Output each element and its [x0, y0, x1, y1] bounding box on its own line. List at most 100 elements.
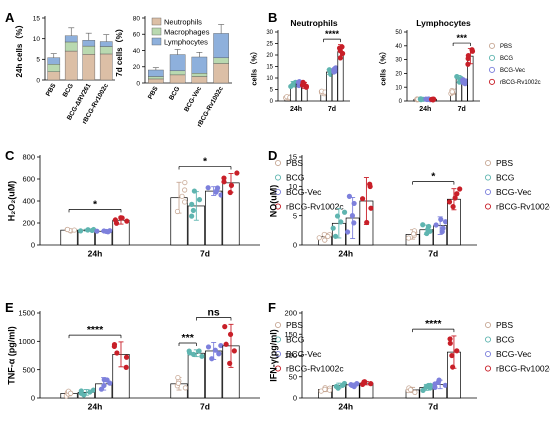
data-point: [344, 229, 351, 235]
data-point: [98, 386, 105, 392]
data-point: [182, 385, 189, 391]
legend-label: rBCG-Rv1002c: [286, 202, 344, 212]
y-tick-label: 0: [31, 241, 35, 250]
data-point: [78, 390, 84, 396]
stacked-bar-lymphocytes: [213, 33, 229, 59]
y-tick-label: 20: [395, 72, 402, 78]
legend-label: PBS: [286, 158, 303, 168]
significance-label: ****: [425, 318, 442, 330]
data-point: [299, 82, 306, 88]
legend-label: Neutrophils: [164, 18, 202, 27]
data-point: [454, 191, 460, 197]
stacked-bar-lymphocytes: [82, 40, 96, 47]
data-point: [334, 213, 341, 219]
stacked-bar-neutrophils: [82, 54, 96, 81]
legend-label: rBCG-Rv1002c: [496, 364, 550, 374]
data-point: [223, 341, 229, 347]
legend-label: BCG: [286, 335, 304, 345]
category-label: BCG-Vec: [183, 85, 203, 113]
y-tick-label: 10: [266, 76, 273, 82]
legend-marker: [488, 78, 496, 85]
legend-label: BCG-Vec: [496, 349, 532, 359]
stacked-bar-macrophages: [191, 73, 208, 77]
data-point: [227, 360, 233, 366]
category-label: 7d: [428, 249, 438, 259]
stacked-bar-lymphocytes: [191, 56, 208, 74]
data-point: [107, 228, 113, 234]
data-point: [440, 225, 446, 231]
stacked-bar-lymphocytes: [99, 41, 113, 47]
data-point: [427, 382, 434, 389]
y-tick-label: 30: [266, 30, 273, 36]
data-point: [417, 96, 423, 102]
panel-letter-d: D: [268, 148, 277, 163]
data-point: [433, 222, 439, 228]
stacked-bar-lymphocytes: [64, 35, 78, 43]
data-point: [454, 73, 460, 80]
bar-bcg-vec: [331, 69, 338, 102]
y-axis-label: H₂O₂(uM): [7, 181, 17, 222]
data-point: [187, 350, 193, 356]
data-point: [87, 389, 93, 395]
data-point: [438, 216, 444, 223]
legend-label: BCG-Vec: [496, 187, 532, 197]
data-point: [447, 336, 453, 342]
y-tick-label: 15: [266, 65, 273, 71]
data-point: [333, 383, 339, 390]
y-tick-label: 10: [395, 85, 402, 91]
y-tick-label: 200: [22, 219, 35, 228]
data-point: [406, 235, 412, 241]
stacked-bar-macrophages: [47, 64, 61, 72]
legend-swatch: [151, 37, 162, 46]
stacked-bar-lymphocytes: [169, 54, 186, 72]
panel-letter-a: A: [5, 10, 15, 25]
data-point: [227, 331, 234, 337]
panel-title: Lymphocytes: [416, 18, 471, 28]
data-point: [331, 67, 337, 73]
data-point: [368, 205, 374, 211]
data-point: [118, 215, 124, 221]
data-point: [454, 348, 460, 354]
data-point: [196, 197, 203, 203]
legend-marker: [274, 350, 282, 358]
data-point: [351, 220, 357, 226]
data-point: [227, 189, 233, 196]
y-tick-label: 50: [289, 372, 297, 381]
data-point: [354, 381, 360, 387]
legend-marker: [484, 159, 492, 167]
data-point: [449, 89, 455, 95]
y-tick-label: 5: [270, 88, 274, 94]
legend-marker: [484, 188, 492, 196]
y-axis-label: 24h cells（%）: [14, 21, 24, 78]
data-point: [338, 219, 344, 225]
y-tick-label: 0: [270, 99, 274, 105]
data-point: [447, 340, 453, 346]
legend-marker: [484, 350, 492, 358]
data-point: [337, 48, 343, 54]
category-label: PBS: [45, 82, 58, 98]
data-point: [209, 356, 215, 362]
y-tick-label: 1500: [18, 309, 35, 318]
stacked-bar-neutrophils: [148, 78, 164, 84]
data-point: [327, 387, 333, 393]
y-tick-label: 400: [22, 197, 35, 206]
y-tick-label: 10: [33, 36, 41, 43]
data-point: [457, 186, 463, 192]
data-point: [112, 217, 118, 223]
data-point: [423, 384, 429, 390]
data-point: [196, 348, 202, 354]
data-point: [64, 226, 71, 233]
data-point: [174, 208, 181, 215]
data-point: [316, 235, 322, 241]
legend-label: BCG-Vec: [286, 349, 322, 359]
legend-label: PBS: [286, 320, 303, 330]
legend-label: Macrophages: [164, 28, 210, 37]
stacked-bar-neutrophils: [64, 50, 78, 81]
data-point: [175, 375, 181, 381]
data-point: [410, 231, 417, 237]
y-tick-label: 0: [36, 77, 40, 84]
category-label: 7d: [200, 249, 210, 259]
panel-b: 0 5 10 15 20 25 30 cells（%） B Neutrophils 24h 7d ***…: [248, 10, 350, 113]
stacked-bar-neutrophils: [169, 74, 186, 84]
